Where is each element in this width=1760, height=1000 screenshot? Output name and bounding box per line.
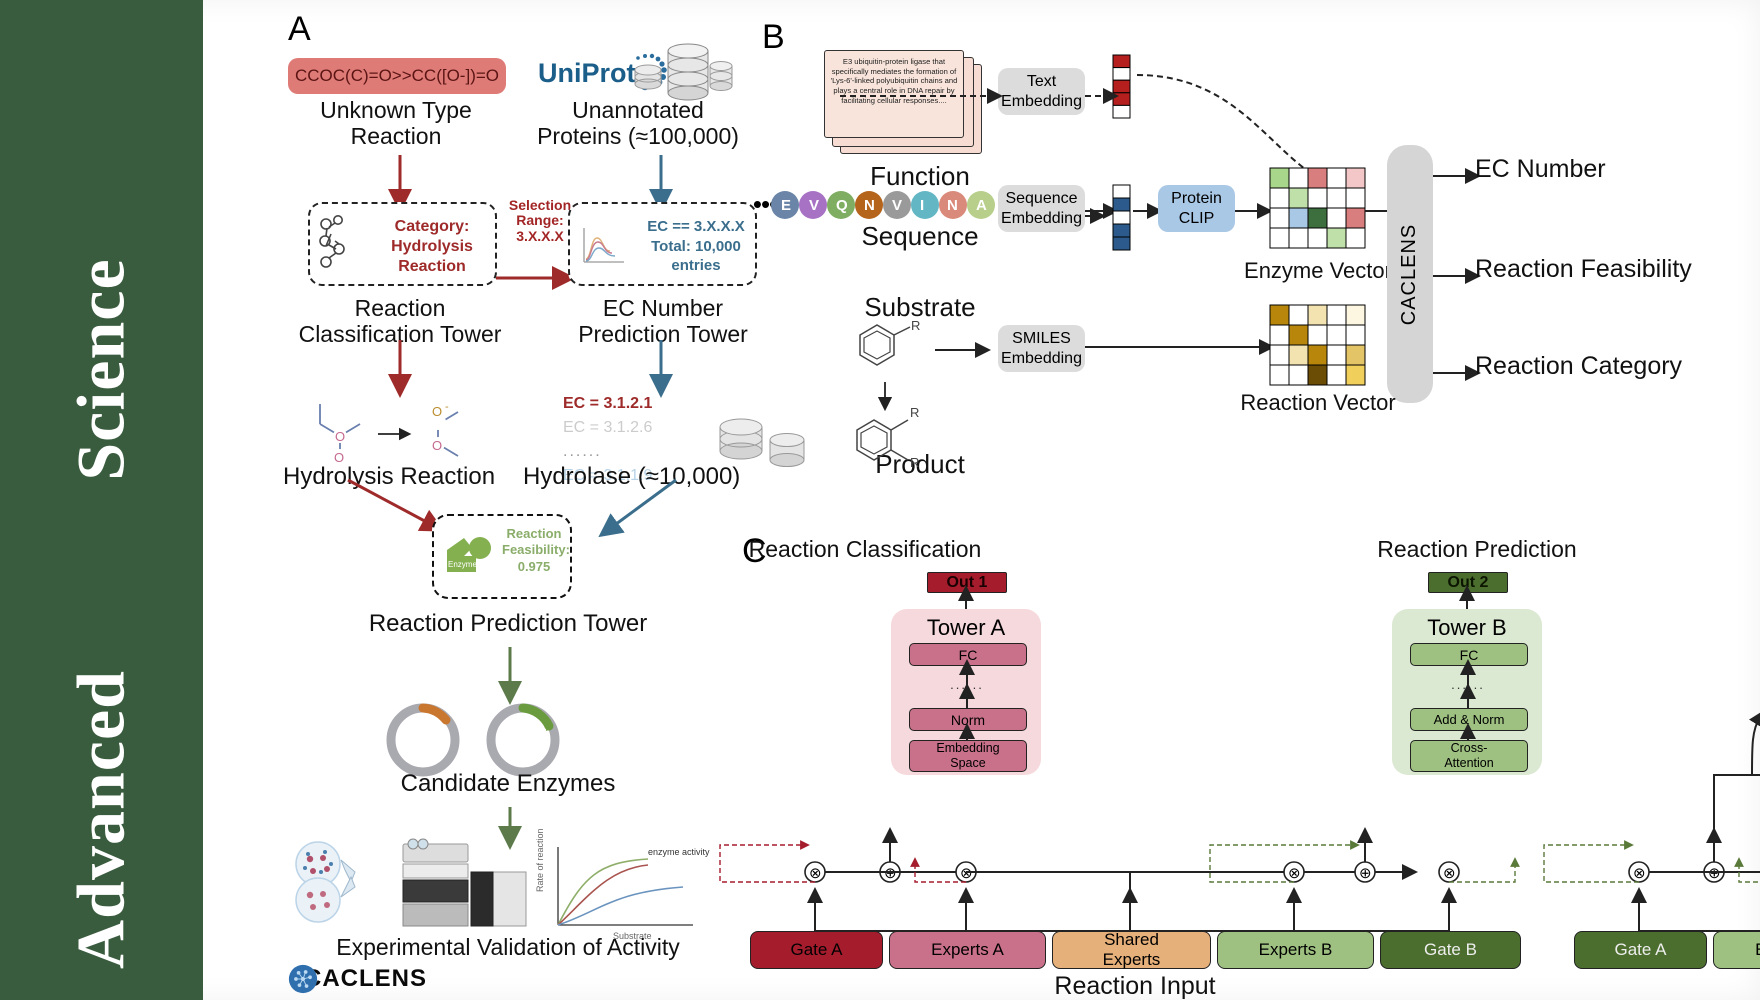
svg-text:⊕: ⊕ xyxy=(1359,865,1372,882)
svg-text:Rate of reaction: Rate of reaction xyxy=(535,828,545,892)
svg-text:Enzyme: Enzyme xyxy=(448,560,477,569)
svg-text:⊗: ⊗ xyxy=(1633,865,1646,882)
svg-text:-: - xyxy=(445,401,449,413)
svg-text:R: R xyxy=(910,405,919,420)
svg-text:O: O xyxy=(432,404,442,419)
svg-text:O: O xyxy=(432,438,442,453)
svg-text:V: V xyxy=(892,197,902,214)
svg-text:O: O xyxy=(335,429,345,444)
svg-text:E: E xyxy=(781,197,791,214)
svg-text:R: R xyxy=(911,318,920,333)
svg-text:UniProt: UniProt xyxy=(538,58,636,88)
svg-text:A: A xyxy=(976,197,987,214)
svg-text:⊗: ⊗ xyxy=(809,865,822,882)
svg-text:⊗: ⊗ xyxy=(1443,865,1456,882)
svg-text:⊗: ⊗ xyxy=(960,865,973,882)
svg-text:⊕: ⊕ xyxy=(1708,865,1721,882)
svg-text:N: N xyxy=(864,197,875,214)
svg-text:V: V xyxy=(809,197,819,214)
svg-text:N: N xyxy=(947,197,958,214)
svg-text:R: R xyxy=(910,455,919,470)
svg-text:enzyme activity: enzyme activity xyxy=(648,847,710,857)
svg-text:I: I xyxy=(920,197,924,214)
svg-text:⊗: ⊗ xyxy=(1288,865,1301,882)
svg-text:Q: Q xyxy=(836,197,848,214)
svg-text:⊕: ⊕ xyxy=(884,865,897,882)
